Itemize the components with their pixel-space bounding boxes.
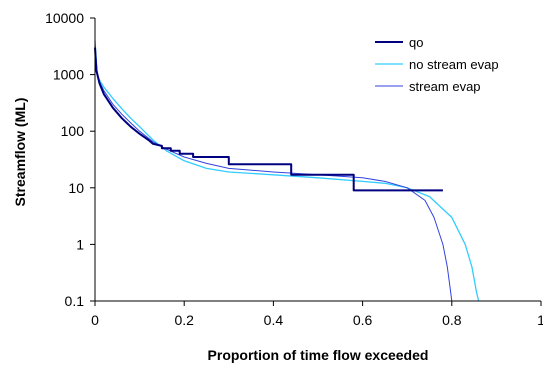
x-tick-label: 0.2 [174, 312, 194, 328]
x-tick-label: 0.4 [264, 312, 284, 328]
x-tick-label: 0 [91, 312, 99, 328]
x-tick-label: 1 [537, 312, 543, 328]
legend-label: qo [409, 35, 423, 50]
series-line-stream-evap [94, 43, 453, 302]
plot-area [94, 40, 480, 302]
legend: qo no stream evap stream evap [375, 35, 499, 94]
x-tick-label: 0.8 [442, 312, 462, 328]
x-axis-title: Proportion of time flow exceeded [208, 347, 429, 363]
legend-label: no stream evap [409, 57, 499, 72]
y-tick-label: 0.1 [65, 293, 85, 309]
y-tick-label: 1000 [53, 67, 84, 83]
y-tick-label: 1 [76, 236, 84, 252]
axes: 0 0.2 0.4 0.6 0.8 1 0.1 1 10 100 1000 10000 [45, 10, 543, 328]
x-tick-label: 0.6 [353, 312, 373, 328]
legend-label: stream evap [409, 79, 481, 94]
y-tick-label: 10 [68, 180, 84, 196]
series-line-qo [94, 47, 443, 192]
y-axis-title: Streamflow (ML) [12, 98, 28, 207]
y-tick-label: 100 [61, 123, 85, 139]
series-line-no-stream-evap [94, 40, 480, 302]
y-tick-label: 10000 [45, 10, 84, 26]
